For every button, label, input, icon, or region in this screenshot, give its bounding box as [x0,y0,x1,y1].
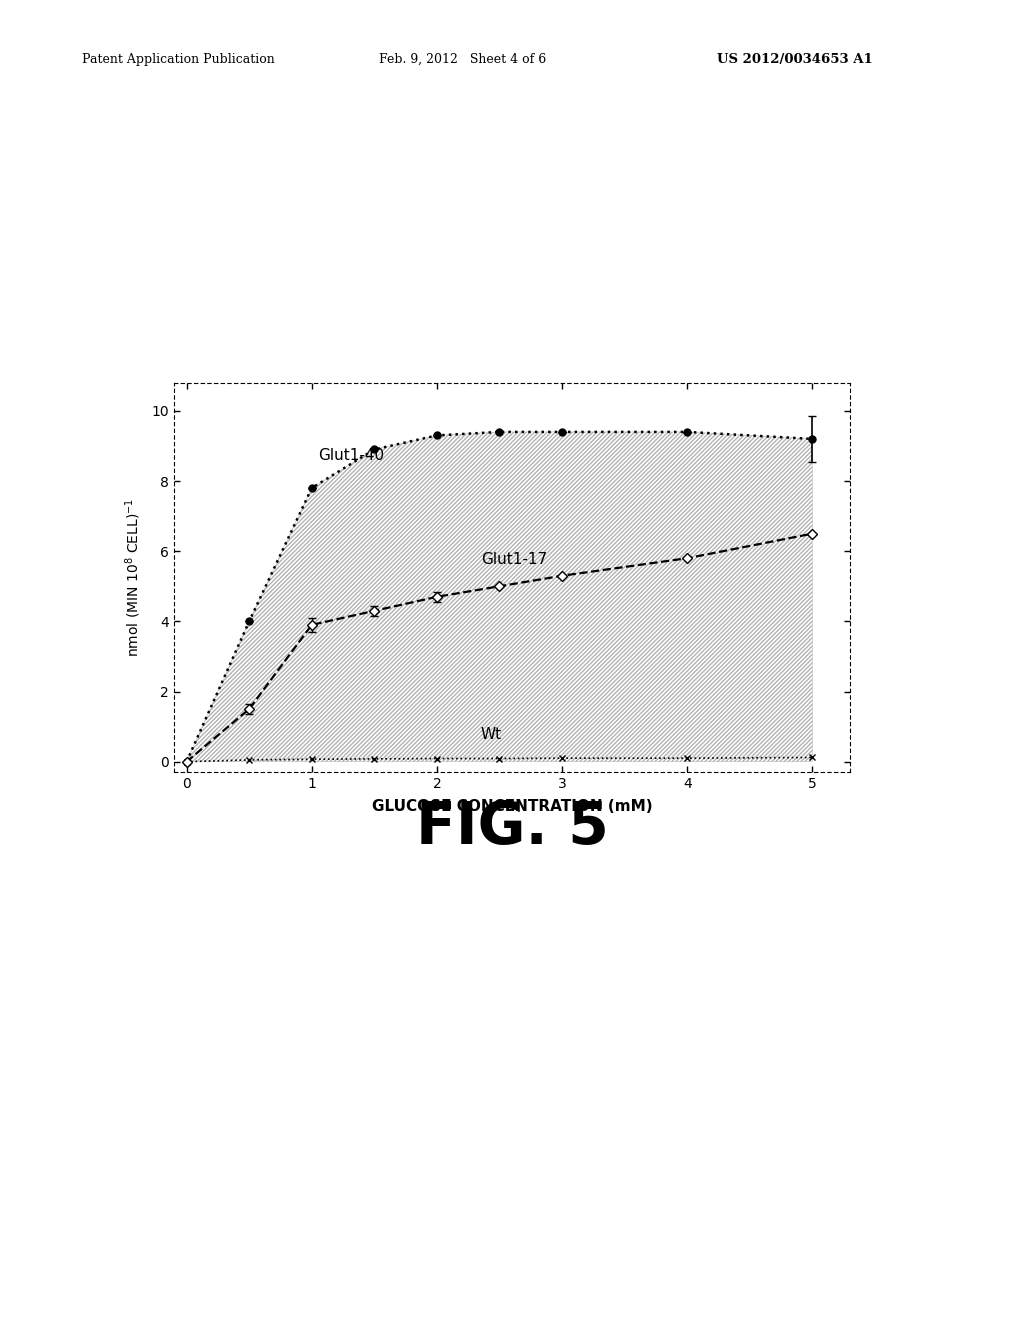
Text: FIG. 5: FIG. 5 [416,799,608,855]
Text: Wt: Wt [480,727,502,742]
Y-axis label: nmol (MIN $10^8$ CELL)$^{-1}$: nmol (MIN $10^8$ CELL)$^{-1}$ [124,498,143,657]
X-axis label: GLUCOSE CONCENTRATION (mM): GLUCOSE CONCENTRATION (mM) [372,800,652,814]
Text: US 2012/0034653 A1: US 2012/0034653 A1 [717,53,872,66]
Text: Glut1-17: Glut1-17 [480,552,547,568]
Text: Glut1-40: Glut1-40 [318,449,384,463]
Text: Patent Application Publication: Patent Application Publication [82,53,274,66]
Text: Feb. 9, 2012   Sheet 4 of 6: Feb. 9, 2012 Sheet 4 of 6 [379,53,546,66]
